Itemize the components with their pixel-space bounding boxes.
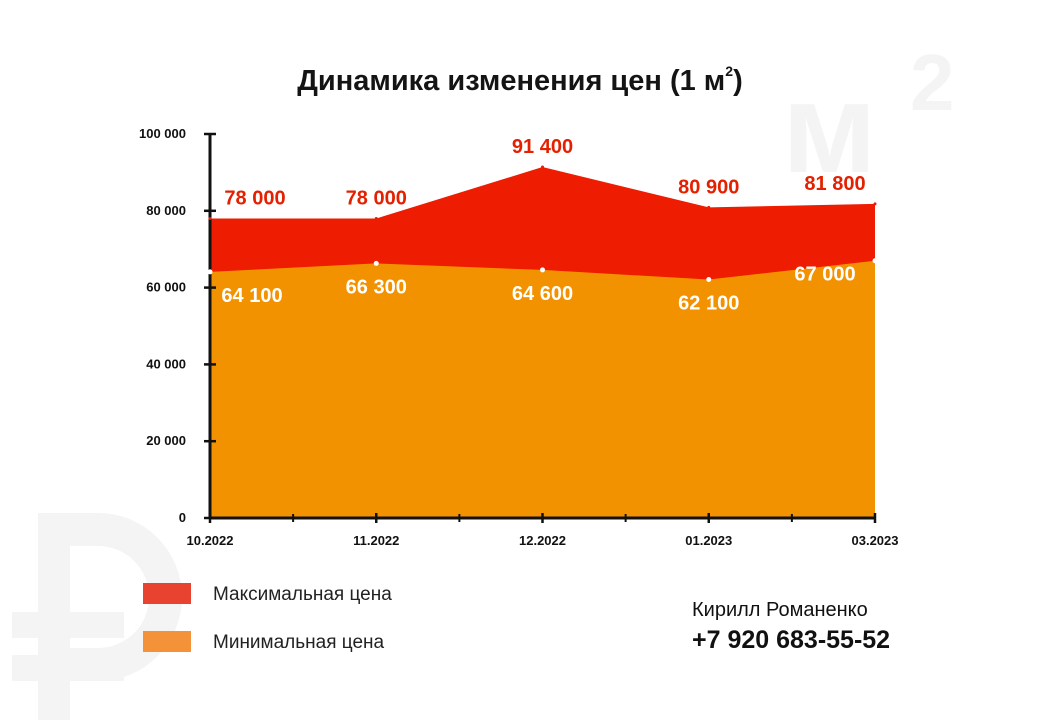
- y-tick-label: 0: [179, 510, 186, 525]
- min-price-label: 66 300: [346, 276, 407, 298]
- contact-block: Кирилл Романенко +7 920 683-55-52: [692, 599, 890, 654]
- axes: 0 20 000 40 000 60 000 80 000 100 000 10.2022 1…: [139, 126, 899, 548]
- watermark-unit-superscript: 2: [910, 38, 955, 127]
- min-price-point: [872, 258, 878, 264]
- max-price-point: [208, 216, 212, 220]
- max-price-label: 78 000: [346, 187, 407, 209]
- watermark-unit: м 2: [782, 38, 955, 200]
- y-tick-label: 60 000: [146, 280, 186, 295]
- y-tick-label: 20 000: [146, 433, 186, 448]
- ruble-sign-icon: [12, 513, 182, 720]
- point-layer: [207, 165, 878, 283]
- min-price-label: 62 100: [678, 293, 739, 315]
- x-tick-label: 01.2023: [685, 533, 732, 548]
- min-price-point: [540, 267, 545, 273]
- min-price-point: [207, 269, 213, 275]
- min-price-label: 64 100: [221, 285, 282, 307]
- area-layer: [210, 167, 875, 519]
- min-price-point: [706, 277, 712, 283]
- max-price-label: 78 000: [224, 187, 285, 209]
- x-tick-label: 11.2022: [353, 533, 399, 548]
- max-price-label: 81 800: [804, 173, 865, 195]
- legend: Максимальная цена Минимальная цена: [143, 583, 392, 653]
- legend-label-min: Минимальная цена: [213, 632, 385, 653]
- y-tick-label: 100 000: [139, 126, 186, 141]
- max-price-point: [707, 205, 711, 209]
- max-price-label: 80 900: [678, 176, 739, 198]
- contact-name: Кирилл Романенко: [692, 599, 868, 621]
- legend-swatch-min: [143, 631, 191, 652]
- min-price-label: 67 000: [794, 264, 855, 286]
- x-tick-label: 10.2022: [187, 533, 234, 548]
- y-tick-label: 80 000: [146, 203, 186, 218]
- contact-phone: +7 920 683-55-52: [692, 626, 890, 654]
- max-price-point: [873, 202, 877, 206]
- data-label-layer: 78 000 78 000 91 400 80 900 81 800 64 100 66 3…: [221, 136, 865, 315]
- area-min-price: [210, 260, 875, 518]
- legend-swatch-max: [143, 583, 191, 604]
- legend-label-max: Максимальная цена: [213, 584, 392, 605]
- y-tick-label: 40 000: [146, 356, 186, 371]
- watermark-unit-letter: м: [782, 57, 877, 200]
- min-price-label: 64 600: [512, 283, 573, 305]
- chart-title: Динамика изменения цен (1 м2): [297, 63, 742, 97]
- x-tick-label: 03.2023: [852, 533, 899, 548]
- min-price-point: [373, 260, 379, 266]
- max-price-point: [541, 165, 544, 169]
- max-price-point: [374, 216, 378, 220]
- x-tick-label: 12.2022: [519, 533, 566, 548]
- max-price-label: 91 400: [512, 136, 573, 158]
